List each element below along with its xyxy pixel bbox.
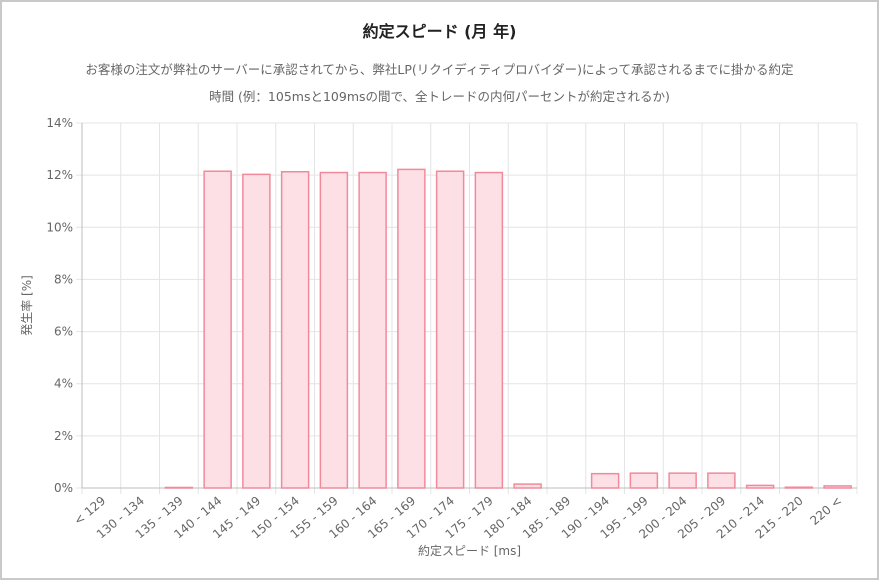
bar <box>164 486 194 489</box>
y-tick-label: 2% <box>54 429 73 443</box>
bar <box>319 171 349 489</box>
y-tick-label: 10% <box>46 220 73 234</box>
bar <box>242 173 271 489</box>
y-tick-label: 6% <box>54 325 73 339</box>
bar <box>203 170 232 489</box>
bar-layer <box>164 168 852 489</box>
bar <box>823 485 852 489</box>
bar <box>358 171 387 489</box>
bar <box>707 472 736 489</box>
x-axis-title: 約定スピード [ms] <box>418 543 521 558</box>
bar <box>280 171 310 489</box>
chart-subtitle-line-2: 時間 (例：105msと109msの間で、全トレードの内何パーセントが約定される… <box>209 89 670 104</box>
bar <box>629 472 659 489</box>
chart-title: 約定スピード (月 年) <box>362 22 517 41</box>
bar <box>397 168 426 489</box>
y-tick-label: 14% <box>46 116 73 130</box>
bar <box>668 472 697 489</box>
bar <box>745 484 775 489</box>
chart-subtitle-line-1: お客様の注文が弊社のサーバーに承認されてから、弊社LP(リクイディティプロバイダ… <box>85 62 794 77</box>
y-axis-title: 発生率 [%] <box>19 275 34 336</box>
y-tick-label: 0% <box>54 481 73 495</box>
y-tick-label: 12% <box>46 168 73 182</box>
bar <box>590 472 620 489</box>
grid-layer <box>76 122 858 494</box>
y-tick-label: 8% <box>54 272 73 286</box>
bar <box>784 486 814 489</box>
x-tick-label: 220 < <box>807 494 844 528</box>
chart-subtitle: お客様の注文が弊社のサーバーに承認されてから、弊社LP(リクイディティプロバイダ… <box>40 56 839 110</box>
bar <box>474 171 504 489</box>
y-axis-ticks: 0% 2% 4% 6% 8% 10% 12% 14% <box>46 116 73 495</box>
bar <box>435 170 465 489</box>
bar <box>513 483 542 489</box>
y-tick-label: 4% <box>54 377 73 391</box>
